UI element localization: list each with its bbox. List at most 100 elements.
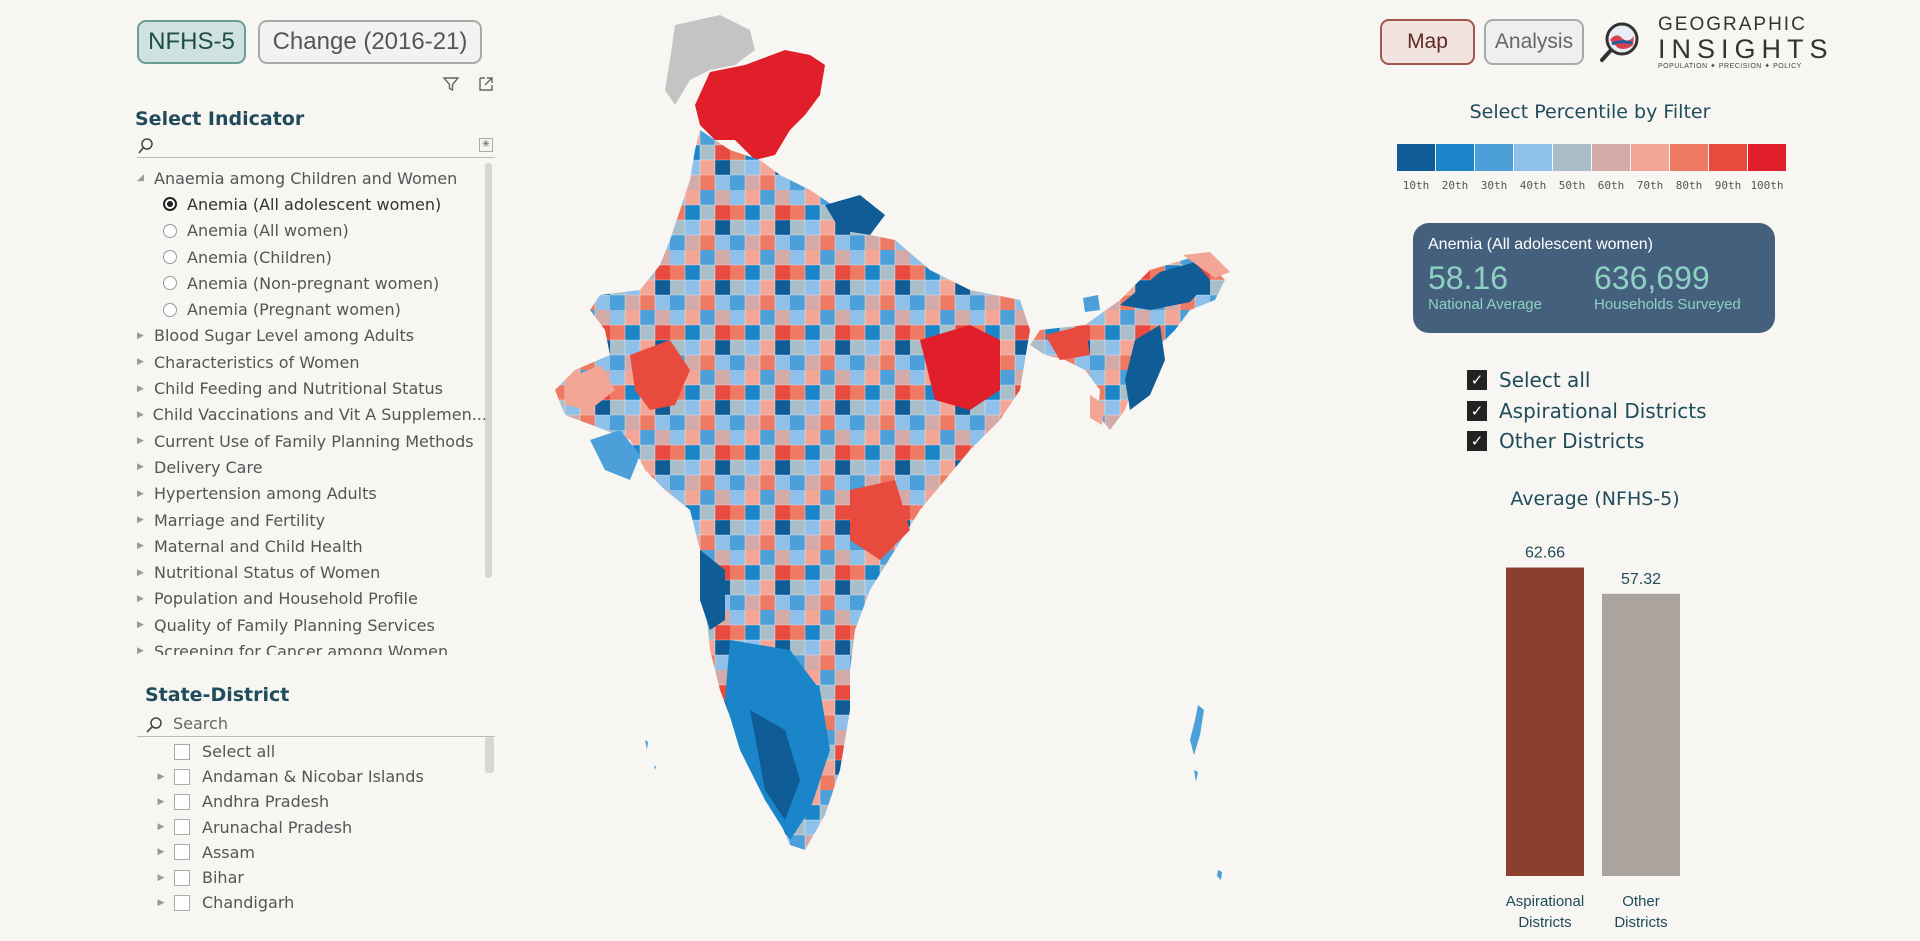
tree-category[interactable]: ▶ Quality of Family Planning Services [137, 612, 487, 638]
legend-item[interactable]: 50th [1553, 144, 1591, 192]
category-label: Other [1622, 893, 1660, 910]
tree-category[interactable]: ▶ Delivery Care [137, 454, 487, 480]
checkbox[interactable] [174, 844, 190, 861]
state-item[interactable]: ▶ Andaman & Nicobar Islands [148, 764, 488, 789]
expand-icon[interactable]: ▶ [157, 822, 165, 833]
expand-icon[interactable]: ▶ [157, 847, 165, 858]
legend-swatch[interactable] [1397, 144, 1435, 171]
expand-icon[interactable]: ▶ [157, 796, 165, 807]
tree-category[interactable]: ▶ Current Use of Family Planning Methods [137, 428, 487, 454]
legend-item[interactable]: 70th [1631, 144, 1669, 192]
state-search-input[interactable]: Search [137, 713, 495, 737]
legend-item[interactable]: 60th [1592, 144, 1630, 192]
tree-category-label: Population and Household Profile [154, 589, 418, 609]
radio-selected[interactable] [163, 197, 177, 212]
tab-map[interactable]: Map [1380, 19, 1475, 65]
clear-search-icon[interactable]: ✳ [479, 138, 493, 152]
expand-icon[interactable]: ▶ [157, 771, 165, 782]
checkmark-icon[interactable]: ✓ [1467, 370, 1487, 391]
legend-swatch[interactable] [1514, 144, 1552, 171]
radio[interactable] [163, 250, 177, 265]
state-item[interactable]: ▶ Assam [148, 840, 488, 865]
tree-category[interactable]: ▶ Blood Sugar Level among Adults [137, 323, 487, 349]
tree-item[interactable]: Anemia (Non-pregnant women) [137, 270, 487, 296]
checkbox[interactable] [174, 743, 190, 760]
state-item[interactable]: ▶ Andhra Pradesh [148, 789, 488, 814]
legend-swatch[interactable] [1553, 144, 1591, 171]
expand-icon[interactable]: ▶ [157, 897, 165, 908]
state-scrollbar[interactable] [485, 737, 494, 773]
tree-item[interactable]: Anemia (Children) [137, 244, 487, 270]
bar-data-label: 62.66 [1525, 545, 1565, 562]
percentile-legend-title: Select Percentile by Filter [1469, 101, 1711, 123]
caret-right-icon: ▶ [137, 567, 144, 578]
tree-item[interactable]: Anemia (Pregnant women) [137, 296, 487, 322]
tree-category[interactable]: ◢ Anaemia among Children and Women [137, 165, 487, 191]
tab-change[interactable]: Change (2016-21) [258, 20, 482, 64]
checkbox[interactable] [174, 869, 190, 886]
tree-category-label: Current Use of Family Planning Methods [154, 431, 474, 451]
checkbox[interactable] [174, 768, 190, 785]
legend-item[interactable]: 80th [1670, 144, 1708, 192]
tree-category[interactable]: ▶ Hypertension among Adults [137, 481, 487, 507]
legend-swatch[interactable] [1748, 144, 1786, 171]
bar[interactable] [1506, 567, 1584, 876]
tree-category-label: Child Vaccinations and Vit A Supplemen..… [152, 405, 487, 425]
legend-label: 80th [1675, 179, 1703, 192]
tree-category[interactable]: ▶ Marriage and Fertility [137, 507, 487, 533]
tree-category[interactable]: ▶ Child Vaccinations and Vit A Supplemen.… [137, 402, 487, 428]
checkbox[interactable] [174, 819, 190, 836]
checkbox[interactable] [174, 793, 190, 810]
district-select-all[interactable]: ✓ Select all [1467, 365, 1707, 396]
legend-item[interactable]: 100th [1748, 144, 1786, 192]
tree-category[interactable]: ▶ Child Feeding and Nutritional Status [137, 375, 487, 401]
state-item[interactable]: ▶ Bihar [148, 865, 488, 890]
bar-data-label: 57.32 [1621, 571, 1661, 588]
tree-item-label: Anemia (Pregnant women) [187, 300, 401, 320]
state-label: Assam [202, 842, 256, 862]
tab-analysis[interactable]: Analysis [1484, 19, 1584, 65]
radio[interactable] [163, 276, 177, 291]
state-select-all[interactable]: Select all [148, 739, 488, 764]
state-item[interactable]: ▶ Arunachal Pradesh [148, 815, 488, 840]
tree-item[interactable]: Anemia (All adolescent women) [137, 191, 487, 217]
legend-item[interactable]: 90th [1709, 144, 1747, 192]
legend-swatch[interactable] [1670, 144, 1708, 171]
legend-swatch[interactable] [1631, 144, 1669, 171]
district-aspirational[interactable]: ✓ Aspirational Districts [1467, 396, 1707, 427]
india-district-map[interactable] [550, 10, 1330, 890]
legend-item[interactable]: 20th [1436, 144, 1474, 192]
tree-category[interactable]: ▶ Nutritional Status of Women [137, 559, 487, 585]
legend-swatch[interactable] [1475, 144, 1513, 171]
state-select-all-label: Select all [202, 742, 276, 762]
legend-swatch[interactable] [1592, 144, 1630, 171]
state-item[interactable]: ▶ Chandigarh [148, 890, 488, 915]
tree-category[interactable]: ▶ Maternal and Child Health [137, 533, 487, 559]
tree-category[interactable]: ▶ Characteristics of Women [137, 349, 487, 375]
radio[interactable] [163, 302, 177, 317]
legend-item[interactable]: 40th [1514, 144, 1552, 192]
tab-nfhs5[interactable]: NFHS-5 [137, 20, 246, 64]
legend-item[interactable]: 30th [1475, 144, 1513, 192]
caret-right-icon: ▶ [137, 357, 144, 368]
indicator-scrollbar[interactable] [485, 163, 492, 578]
legend-item[interactable]: 10th [1397, 144, 1435, 192]
checkbox[interactable] [174, 894, 190, 911]
search-icon [146, 717, 162, 733]
district-other[interactable]: ✓ Other Districts [1467, 426, 1707, 457]
checkmark-icon[interactable]: ✓ [1467, 400, 1487, 421]
legend-swatch[interactable] [1436, 144, 1474, 171]
tree-item[interactable]: Anemia (All women) [137, 218, 487, 244]
tree-category[interactable]: ▶ Population and Household Profile [137, 586, 487, 612]
bar[interactable] [1602, 593, 1680, 876]
expand-icon[interactable]: ▶ [157, 872, 165, 883]
filter-icon[interactable] [438, 71, 464, 97]
radio[interactable] [163, 223, 177, 238]
focus-mode-icon[interactable] [473, 71, 499, 97]
legend-swatch[interactable] [1709, 144, 1747, 171]
legend-label: 70th [1636, 179, 1664, 192]
indicator-search-input[interactable]: ✳ [137, 136, 495, 158]
tree-category[interactable]: ▶ Screening for Cancer among Women [137, 638, 487, 655]
legend-label: 100th [1750, 179, 1784, 192]
checkmark-icon[interactable]: ✓ [1467, 431, 1487, 452]
